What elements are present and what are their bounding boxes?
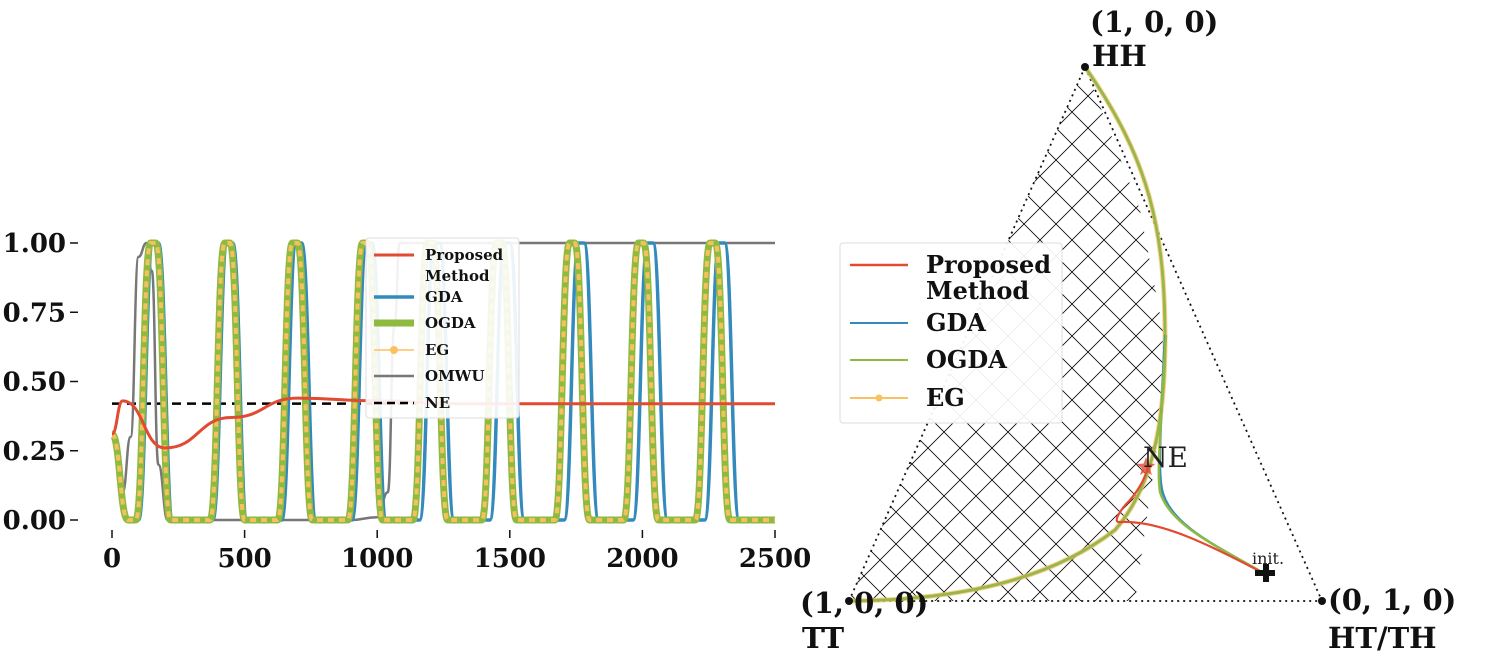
legend-label-proposed: Method	[926, 276, 1029, 305]
legend-label-gda: GDA	[425, 288, 463, 306]
y-tick-label: 0.00	[3, 506, 66, 536]
legend-marker-eg	[390, 346, 398, 354]
vertex-name-left: TT	[802, 621, 845, 655]
y-axis: 0.00 0.25 0.50 0.75 1.00	[3, 229, 78, 536]
vertex-name-right: HT/TH	[1328, 621, 1437, 655]
legend-label-proposed: Proposed	[926, 250, 1051, 279]
x-axis: 0 500 1000 1500 2000 2500	[103, 530, 811, 574]
legend: Proposed Method GDA OGDA EG OMWU NE	[366, 238, 519, 418]
vertex-coord-top: (1, 0, 0)	[1090, 5, 1218, 39]
vertex-dot	[1318, 597, 1326, 605]
x-tick-label: 2000	[606, 544, 678, 574]
y-tick-label: 1.00	[3, 229, 66, 259]
x-tick-label: 2500	[739, 544, 811, 574]
y-tick-label: 0.25	[3, 437, 66, 467]
legend-label-gda: GDA	[926, 308, 986, 337]
x-tick-label: 0	[103, 544, 121, 574]
x-tick-label: 1000	[341, 544, 413, 574]
y-tick-label: 0.75	[3, 298, 66, 328]
ne-annotation: NE	[1143, 441, 1188, 474]
legend-label-ogda: OGDA	[926, 345, 1007, 374]
vertex-coord-left: (1, 0, 0)	[800, 586, 928, 620]
legend-label-proposed: Proposed	[425, 246, 504, 264]
legend-label-proposed: Method	[425, 267, 490, 285]
init-annotation: init.	[1252, 549, 1284, 568]
simplex-chart: (1, 0, 0)HH(1, 0, 0)TT(0, 1, 0)HT/THNEin…	[800, 5, 1456, 655]
legend-label-ne: NE	[425, 394, 450, 412]
vertex-coord-right: (0, 1, 0)	[1328, 583, 1456, 617]
legend-label-eg: EG	[926, 383, 965, 412]
x-tick-label: 1500	[474, 544, 546, 574]
time-series-chart: 0.00 0.25 0.50 0.75 1.00 0 500 1000 1500 2000 250…	[3, 229, 812, 574]
legend-marker-eg	[876, 395, 883, 402]
vertex-name-top: HH	[1092, 39, 1147, 73]
legend-label-eg: EG	[425, 341, 449, 359]
x-tick-label: 500	[217, 544, 271, 574]
legend-label-ogda: OGDA	[425, 314, 476, 332]
y-tick-label: 0.50	[3, 368, 66, 398]
vertex-dot	[1081, 63, 1089, 71]
legend-label-omwu: OMWU	[425, 367, 485, 385]
